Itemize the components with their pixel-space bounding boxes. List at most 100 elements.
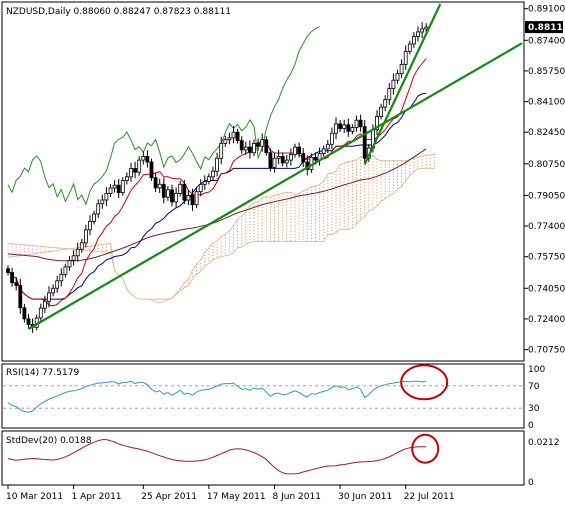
candle-body [338,123,343,129]
candle-body [59,273,64,282]
candle-body [55,280,60,289]
candle-body [227,137,232,141]
candle-body [100,199,105,205]
candle-body [293,146,297,155]
price-tick-label: 0.75750 [528,253,565,263]
candle-body [165,189,170,198]
candle-body [141,155,146,161]
tenkan-line [7,58,427,307]
candle-body [47,292,51,302]
main-panel-frame [1,1,525,362]
chikou-span-line [7,26,320,206]
date-tick-label: 10 Mar 2011 [6,492,63,502]
candle-body [38,307,43,319]
candle-body [301,153,306,163]
candle-body [120,180,125,194]
candle-body [194,191,199,206]
candle-body [346,124,351,132]
candle-body [403,51,408,65]
candle-body [264,139,269,154]
candle-body [391,79,396,89]
candle-body [71,255,76,261]
candle-body [137,159,142,173]
stddev-line [7,439,427,475]
candle-body [416,31,420,37]
candle-body [297,146,302,155]
candle-body [219,142,224,159]
candle-body [190,194,195,206]
candle-body [67,259,72,268]
time-axis: 10 Mar 2011 1 Apr 2011 25 Apr 2011 17 May 2… [6,485,455,502]
candle-body [108,187,113,194]
candle-body [231,131,236,139]
candle-body [239,140,244,151]
candle-body [88,220,92,231]
candle-body [379,106,384,117]
price-tick-label: 0.89100 [528,5,565,15]
candle-body [407,43,412,52]
candle-body [178,183,183,195]
stddev-panel-frame [1,430,525,486]
date-tick-label: 22 Jul 2011 [404,492,455,502]
rsi-tick-label: 70 [528,382,540,392]
kijun-line [7,92,427,300]
stddev-annotation-circle [411,433,440,464]
candle-body [157,183,162,189]
candle-body [235,131,240,141]
rsi-label: RSI(14) 77.5179 [6,368,79,378]
candle-body [276,155,281,159]
stddev-label: StdDev(20) 0.0188 [6,436,92,446]
price-tick-label: 0.82450 [528,128,565,138]
candle-body [411,36,416,45]
price-tick-label: 0.79050 [528,191,565,201]
candle-body [63,266,68,275]
candle-body [215,157,220,172]
candle-body [6,268,10,273]
rsi-tick-label: 0 [528,421,534,431]
long-term-trendline [27,42,523,330]
date-tick-label: 17 May 2011 [207,492,266,502]
candle-body [174,193,179,203]
candle-body [260,139,265,147]
candle-body [145,155,150,163]
candle-body [329,132,334,145]
price-tick-label: 0.74050 [528,284,565,294]
date-tick-label: 8 Jun 2011 [273,492,321,502]
candle-body [247,146,252,154]
candle-body [383,99,388,108]
candle-body [14,282,19,286]
candle-body [342,124,347,129]
candle-body [280,155,285,164]
price-tick-label: 0.70750 [528,346,565,356]
candle-body [272,157,277,168]
price-axis: 0.89100 0.87400 0.85750 0.84100 0.82450 0.807… [524,5,565,356]
price-tick-label: 0.72400 [528,315,565,325]
candle-body [18,285,23,309]
price-tick-label: 0.80750 [528,160,565,170]
price-tick-label: 0.77400 [528,222,565,232]
date-tick-label: 30 Jun 2011 [338,492,392,502]
price-tick-label: 0.84100 [528,98,565,108]
rsi-panel-frame [1,363,525,429]
candle-body [243,146,248,151]
current-price-label: 0.88111 [528,23,565,33]
panel-frames [1,1,525,486]
candle-body [161,183,166,198]
candle-body [43,300,47,309]
current-price-marker [525,21,563,34]
candle-body [96,203,101,215]
candle-body [362,126,367,159]
candle-body [84,229,88,244]
rsi-panel: 100 70 30 0 [3,365,545,431]
candle-body [252,142,256,154]
candle-body [288,154,293,161]
candle-body [334,123,338,134]
candle-body [358,119,363,128]
candle-body [268,152,273,168]
price-tick-label: 0.87400 [528,36,565,46]
candle-body [22,307,27,320]
candle-body [79,242,84,250]
candle-body [92,213,96,222]
candle-body [375,116,379,130]
